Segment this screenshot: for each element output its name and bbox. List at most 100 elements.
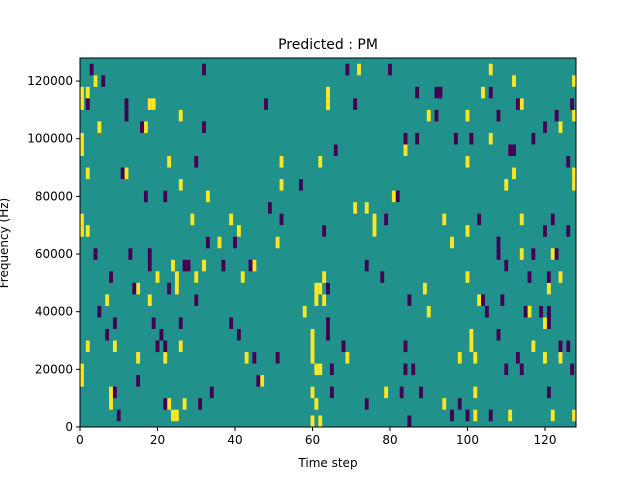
cell-low <box>326 282 330 295</box>
cell-high <box>572 75 577 87</box>
cell-low <box>163 398 168 410</box>
cell-low <box>504 259 509 272</box>
cell-high <box>97 121 102 133</box>
cell-high <box>519 213 524 226</box>
cell-low <box>508 144 513 157</box>
plot-frame <box>79 57 577 428</box>
cell-high <box>85 86 90 99</box>
cell-low <box>531 248 536 260</box>
cell-high <box>182 398 187 410</box>
cell-low <box>519 363 524 376</box>
cell-high <box>105 294 110 306</box>
cell-high <box>481 86 485 99</box>
cell-high <box>314 363 319 376</box>
cell-high <box>279 179 284 191</box>
cell-high <box>109 398 113 410</box>
cell-low <box>500 294 505 306</box>
cell-high <box>473 409 478 422</box>
cell-low <box>457 398 462 410</box>
cell-low <box>341 340 346 353</box>
cell-high <box>163 352 168 364</box>
cell-high <box>260 375 265 387</box>
cell-low <box>132 282 137 295</box>
cell-high <box>178 109 183 122</box>
cell-low <box>89 63 94 76</box>
cell-low <box>155 340 160 353</box>
cell-low <box>558 340 563 353</box>
cell-low <box>85 98 90 110</box>
cell-high <box>310 352 315 364</box>
cell-high <box>465 271 470 283</box>
y-tick-label: 120000 <box>27 74 73 88</box>
cell-low <box>419 386 423 399</box>
cell-high <box>512 167 516 180</box>
cell-low <box>484 305 489 318</box>
cell-low <box>531 132 536 145</box>
cell-low <box>345 63 350 76</box>
cell-high <box>322 271 327 283</box>
cell-low <box>566 156 571 168</box>
cell-low <box>128 248 133 260</box>
cell-low <box>326 317 330 329</box>
cell-low <box>570 98 575 110</box>
cell-high <box>550 248 555 260</box>
cell-high <box>171 259 175 272</box>
cell-low <box>543 121 547 133</box>
cell-high <box>318 156 323 168</box>
cell-high <box>318 363 323 376</box>
cell-low <box>267 202 272 214</box>
cell-high <box>147 98 152 110</box>
cell-high <box>465 109 470 122</box>
cell-high <box>322 294 327 306</box>
cell-high <box>572 109 577 122</box>
cell-high <box>229 213 234 226</box>
cell-low <box>112 386 117 399</box>
cell-high <box>80 86 84 99</box>
cell-low <box>163 340 168 353</box>
cell-high <box>124 167 129 180</box>
cell-high <box>80 144 84 157</box>
cell-low <box>403 340 408 353</box>
cell-low <box>527 271 532 283</box>
cell-high <box>326 86 330 99</box>
x-tick-label: 20 <box>150 433 165 447</box>
cell-high <box>426 305 431 318</box>
cell-low <box>384 213 389 226</box>
cell-high <box>136 282 141 295</box>
cell-high <box>488 132 493 145</box>
cell-low <box>415 132 420 145</box>
cell-high <box>109 386 113 399</box>
cell-high <box>174 282 179 295</box>
cell-high <box>326 98 330 110</box>
cell-high <box>426 109 431 122</box>
cell-high <box>469 328 474 341</box>
cell-low <box>395 190 400 203</box>
cell-high <box>85 225 90 237</box>
cell-low <box>202 121 206 133</box>
y-tick-label: 100000 <box>27 132 73 146</box>
cell-high <box>572 179 577 191</box>
cell-high <box>558 121 563 133</box>
cell-high <box>488 63 493 76</box>
cell-low <box>186 259 191 272</box>
cell-low <box>488 409 493 422</box>
cell-low <box>209 386 214 399</box>
cell-high <box>465 156 470 168</box>
cell-high <box>504 179 509 191</box>
cell-high <box>531 340 536 353</box>
cell-high <box>190 213 195 226</box>
cell-high <box>80 225 84 237</box>
cell-low <box>147 248 152 260</box>
cell-high <box>244 352 249 364</box>
cell-high <box>178 340 183 353</box>
cell-high <box>143 121 148 133</box>
cell-low <box>554 109 559 122</box>
cell-low <box>167 282 172 295</box>
cell-low <box>546 386 551 399</box>
plot-area <box>80 58 576 427</box>
cell-low <box>543 225 547 237</box>
cell-low <box>236 328 241 341</box>
cell-low <box>333 144 338 157</box>
cell-low <box>496 109 501 122</box>
cell-high <box>318 282 323 295</box>
